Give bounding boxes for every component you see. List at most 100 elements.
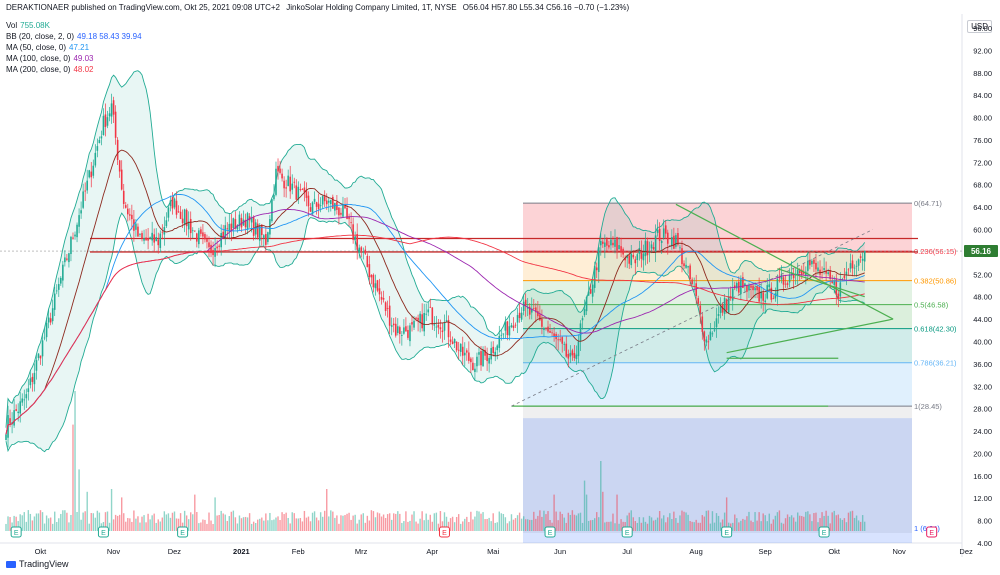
candle-body	[88, 170, 91, 178]
candle-body	[118, 160, 121, 172]
candle-body	[157, 239, 160, 246]
candle	[275, 161, 277, 197]
volume-bar	[49, 517, 52, 531]
candle-body	[778, 276, 781, 279]
candle-body	[707, 341, 710, 343]
candle-body	[492, 346, 494, 353]
candle-body	[636, 254, 639, 260]
candle	[616, 236, 618, 259]
candle	[537, 301, 539, 319]
candle	[60, 276, 62, 286]
legend-bb[interactable]: BB (20, close, 2, 0) 49.18 58.43 39.94	[6, 32, 142, 41]
volume-bar	[847, 512, 850, 531]
volume-bar	[228, 516, 230, 531]
fibonacci-retracement: 0(64.71) 0.236(56.15) 0.382(50.86) 0.5(46.5…	[523, 199, 957, 543]
candle-body	[837, 293, 840, 299]
candle-body	[232, 218, 235, 229]
candle	[299, 183, 302, 192]
volume-bar	[648, 515, 651, 531]
volume-bar	[309, 521, 312, 531]
volume-bar	[705, 510, 708, 531]
candle	[143, 229, 145, 245]
candle-body	[403, 327, 405, 334]
legend-vol[interactable]: Vol 755.08K	[6, 21, 50, 30]
candle-body	[25, 394, 28, 399]
candle	[644, 232, 647, 266]
candle-body	[813, 259, 815, 264]
volume-bar	[250, 523, 253, 531]
candle-body	[549, 330, 551, 333]
earnings-icon	[818, 526, 830, 538]
legend-ma200[interactable]: MA (200, close, 0) 48.02	[6, 65, 94, 74]
candle	[334, 202, 336, 216]
volume-bar	[277, 516, 279, 531]
candle-body	[336, 201, 338, 210]
legend-ma100[interactable]: MA (100, close, 0) 49.03	[6, 54, 94, 63]
candle	[545, 327, 547, 331]
candle	[591, 279, 594, 304]
volume-bar	[811, 521, 813, 531]
candle	[782, 274, 785, 292]
volume-bar	[565, 522, 567, 531]
volume-bar	[155, 522, 157, 531]
candle	[595, 262, 598, 279]
candle-body	[80, 210, 82, 214]
volume-bar	[380, 516, 383, 531]
volume-bar	[833, 510, 835, 531]
indicator-legend: Vol 755.08K BB (20, close, 2, 0) 49.18 58.…	[6, 20, 142, 75]
volume-bar	[744, 519, 746, 531]
volume-bar	[25, 521, 27, 531]
candle-body	[82, 191, 84, 208]
volume-bar	[541, 516, 543, 531]
candle	[25, 388, 28, 408]
candle-body	[39, 355, 42, 359]
candle-body	[76, 224, 78, 238]
volume-bar	[177, 518, 180, 531]
candle	[74, 231, 76, 240]
candle	[421, 303, 423, 332]
candle-body	[474, 368, 476, 372]
volume-bar	[291, 512, 293, 531]
candle-body	[660, 240, 663, 243]
candle	[165, 212, 168, 228]
time-tick-label: Dez	[959, 547, 973, 556]
legend-ma50[interactable]: MA (50, close, 0) 47.21	[6, 43, 90, 52]
candle-body	[114, 111, 117, 138]
volume-bar	[738, 522, 740, 531]
volume-bar	[307, 516, 310, 531]
currency-button[interactable]: USD	[967, 20, 992, 33]
candle-body	[338, 207, 340, 216]
volume-bar	[244, 516, 247, 531]
candle-body	[583, 309, 586, 316]
candle-body	[206, 239, 208, 242]
candle-body	[309, 207, 312, 212]
candle	[122, 183, 125, 209]
candle-body	[368, 264, 371, 278]
volume-bar	[797, 512, 799, 531]
candle-body	[557, 339, 559, 341]
candle	[301, 188, 304, 191]
volume-bar	[301, 521, 304, 531]
candle	[98, 136, 101, 144]
volume-bar	[216, 515, 218, 531]
candle-body	[733, 285, 736, 289]
volume-bar	[13, 515, 15, 531]
earnings-icon	[177, 526, 189, 538]
time-tick-label: Mrz	[355, 547, 368, 556]
volume-bar	[242, 517, 245, 531]
candle-body	[159, 233, 162, 248]
volume-bar	[334, 517, 336, 531]
volume-bar	[851, 510, 854, 531]
volume-bar	[403, 521, 405, 531]
volume-bar	[736, 518, 738, 531]
candle-body	[526, 307, 529, 309]
volume-bar	[326, 489, 328, 531]
ma20-line	[5, 149, 865, 435]
candle	[23, 389, 26, 410]
volume-bar	[498, 511, 500, 531]
volume-bar	[135, 518, 137, 531]
price-tick-label: 40.00	[973, 337, 992, 346]
candle-body	[510, 325, 513, 328]
